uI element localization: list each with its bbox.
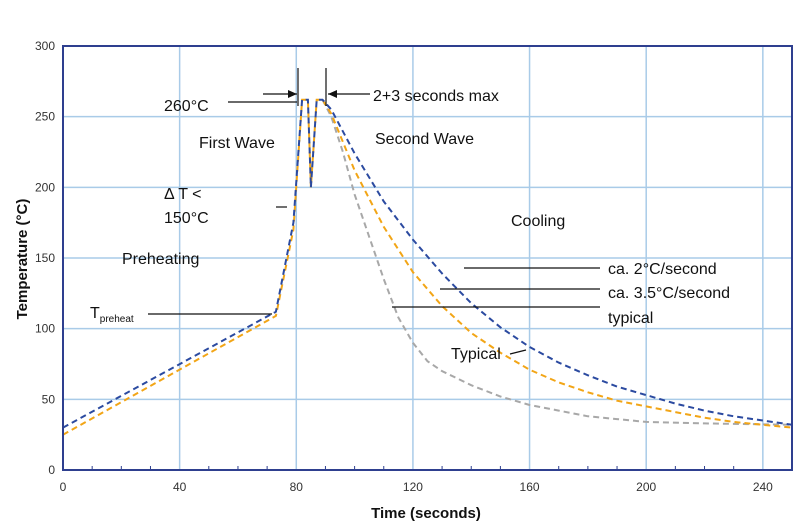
y-tick-label-300: 300 (35, 39, 55, 53)
y-tick-label-200: 200 (35, 180, 55, 194)
x-axis-title: Time (seconds) (371, 505, 481, 522)
series-line-orange (62, 98, 793, 436)
y-tick-label-50: 50 (42, 392, 56, 406)
preheating-label: Preheating (122, 251, 199, 268)
y-tick-label-150: 150 (35, 251, 55, 265)
plot-frame (62, 45, 793, 471)
x-tick-label-120: 120 (403, 480, 423, 494)
delta-t-label-line2: 150°C (164, 210, 209, 227)
y-axis-title: Temperature (°C) (14, 199, 31, 320)
y-tick-label-250: 250 (35, 110, 55, 124)
y-tick-label-0: 0 (48, 463, 55, 477)
x-tick-label-160: 160 (520, 480, 540, 494)
t-preheat-label: Tpreheat (90, 305, 134, 325)
first-wave-label: First Wave (199, 135, 275, 152)
x-tick-label-0: 0 (60, 480, 67, 494)
t-preheat-main: T (90, 305, 100, 322)
x-tick-label-240: 240 (753, 480, 773, 494)
second-wave-label: Second Wave (375, 131, 474, 148)
series-lines (62, 98, 793, 436)
rate-3-5-label: ca. 3.5°C/second (608, 285, 730, 302)
annotation-lines (148, 68, 600, 355)
x-tick-label-200: 200 (636, 480, 656, 494)
t-preheat-sub: preheat (100, 314, 134, 325)
delta-t-label-line1: Δ T < (164, 186, 202, 203)
series-line-blue (62, 98, 793, 429)
leader-typical-curve (509, 349, 527, 355)
arrowhead-max-time-right (328, 90, 337, 98)
typical-rate-label: typical (608, 310, 653, 327)
typical-curve-label: Typical (451, 346, 501, 363)
rate-2-label: ca. 2°C/second (608, 261, 717, 278)
y-tick-label-100: 100 (35, 322, 55, 336)
x-tick-label-80: 80 (290, 480, 304, 494)
peak-temp-label: 260°C (164, 98, 209, 115)
arrowhead-max-time-left (288, 90, 297, 98)
series-line-gray (321, 99, 793, 426)
max-time-label: 2+3 seconds max (373, 88, 499, 105)
tick-labels: 0 40 80 120 160 200 240 0 50 100 150 200 250 300 (35, 39, 773, 494)
x-tick-label-40: 40 (173, 480, 187, 494)
cooling-label: Cooling (511, 213, 565, 230)
